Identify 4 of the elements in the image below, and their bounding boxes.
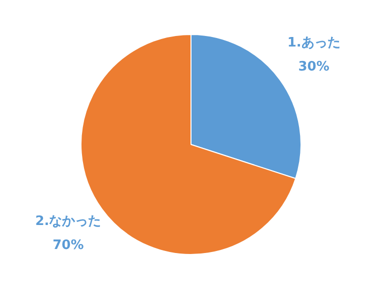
data-label: 70% <box>52 238 84 254</box>
slice-label: 2.なかった <box>35 214 102 230</box>
slice-label: 1.あった <box>287 36 340 51</box>
data-label: 30% <box>298 60 330 75</box>
